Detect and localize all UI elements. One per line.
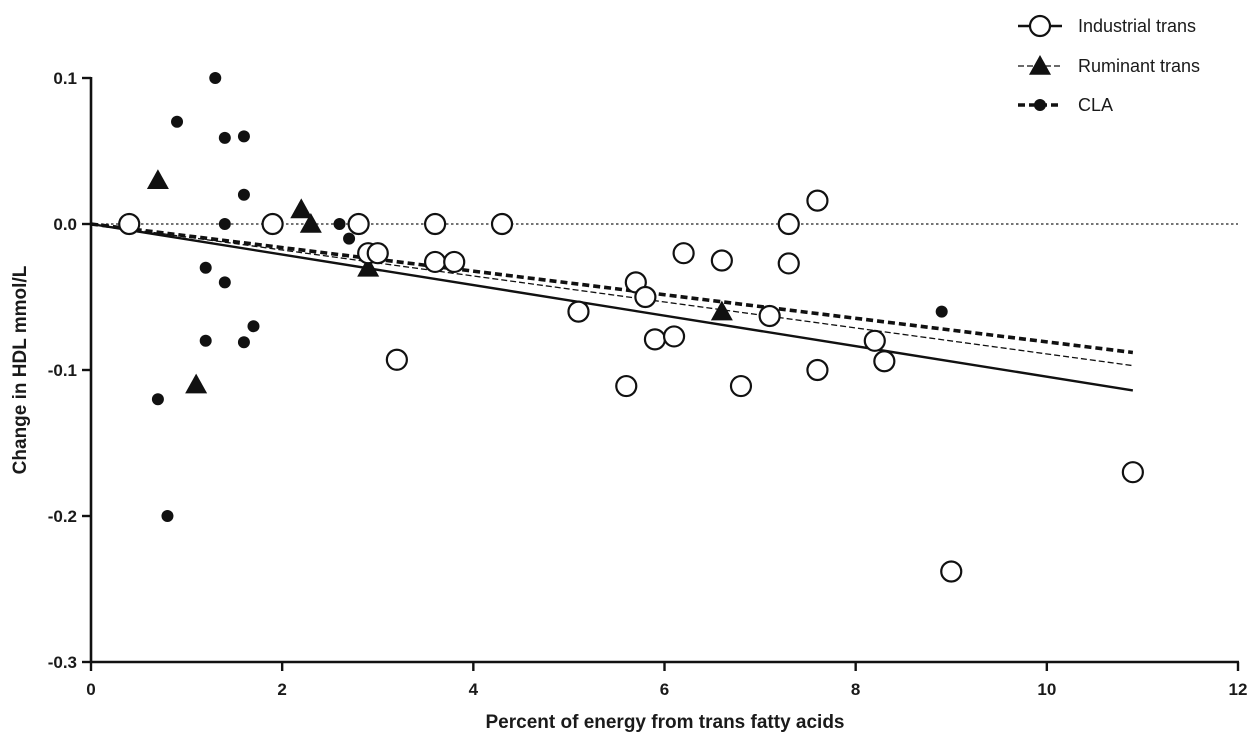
x-tick-label: 4 bbox=[469, 680, 479, 699]
ruminant-trans-point bbox=[299, 213, 322, 233]
legend: Industrial trans Ruminant trans CLA bbox=[1018, 14, 1200, 115]
industrial-trans-point bbox=[366, 242, 389, 265]
legend-ruminant-trans-marker bbox=[1029, 55, 1051, 75]
cla-point bbox=[237, 188, 250, 201]
x-tick-label: 12 bbox=[1229, 680, 1248, 699]
cla-regression-line bbox=[90, 222, 1134, 355]
cla-point bbox=[218, 131, 231, 144]
ruminant-trans-point bbox=[357, 256, 380, 277]
ruminant-trans-point bbox=[185, 373, 208, 394]
x-tick-label: 0 bbox=[86, 680, 95, 699]
industrial-trans-point bbox=[490, 212, 514, 236]
industrial-trans-point bbox=[261, 212, 284, 236]
industrial-trans-point bbox=[385, 348, 408, 371]
y-axis-title: Change in HDL mmol/L bbox=[10, 265, 31, 474]
industrial-trans-point bbox=[424, 212, 447, 236]
ruminant-trans-point bbox=[290, 198, 313, 219]
x-tick-label: 2 bbox=[277, 680, 286, 699]
industrial-trans-point bbox=[634, 285, 657, 309]
industrial-trans-point bbox=[643, 328, 667, 351]
cla-point bbox=[343, 232, 356, 245]
industrial-trans-point bbox=[729, 374, 753, 398]
industrial-trans-regression-line bbox=[90, 222, 1134, 392]
cla-point bbox=[935, 305, 948, 318]
cla-point bbox=[151, 393, 164, 406]
industrial-trans-point bbox=[806, 189, 829, 212]
cla-point bbox=[209, 72, 222, 84]
industrial-trans-point bbox=[424, 250, 447, 274]
industrial-trans-point bbox=[567, 300, 590, 323]
x-tick-label: 10 bbox=[1037, 680, 1056, 699]
industrial-trans-point bbox=[873, 350, 896, 373]
axes: -0.3 -0.2 -0.1 0.0 0.1 0 2 4 6 8 10 12 bbox=[48, 69, 1248, 699]
ruminant-trans-regression-line bbox=[90, 223, 1133, 367]
cla-point bbox=[218, 276, 231, 289]
industrial-trans-point bbox=[710, 249, 733, 272]
x-axis-title: Percent of energy from trans fatty acids bbox=[486, 712, 845, 733]
x-tick-label: 6 bbox=[660, 680, 669, 699]
y-tick-label: -0.1 bbox=[48, 361, 77, 380]
legend-cla-label: CLA bbox=[1078, 95, 1113, 115]
industrial-trans-point bbox=[443, 250, 466, 274]
industrial-trans-point bbox=[1121, 461, 1144, 484]
cla-point bbox=[237, 130, 250, 143]
cla-point bbox=[218, 218, 231, 230]
cla-point bbox=[247, 320, 260, 333]
y-tick-label: 0.0 bbox=[53, 215, 77, 234]
cla-point bbox=[171, 115, 184, 128]
data-points bbox=[118, 72, 1144, 583]
ruminant-trans-point bbox=[710, 300, 733, 321]
cla-point bbox=[199, 261, 212, 274]
industrial-trans-point bbox=[347, 212, 370, 236]
ruminant-trans-point bbox=[146, 169, 169, 189]
cla-point bbox=[199, 334, 212, 347]
industrial-trans-point bbox=[118, 212, 141, 236]
industrial-trans-point bbox=[806, 358, 829, 382]
legend-cla-marker bbox=[1034, 99, 1046, 111]
industrial-trans-point bbox=[672, 242, 695, 265]
cla-point bbox=[333, 218, 346, 230]
cla-point bbox=[237, 336, 250, 349]
y-tick-label: 0.1 bbox=[53, 69, 77, 88]
industrial-trans-point bbox=[662, 325, 686, 348]
y-tick-label: -0.2 bbox=[48, 507, 77, 526]
industrial-trans-point bbox=[777, 212, 800, 236]
industrial-trans-point bbox=[758, 304, 781, 328]
x-tick-label: 8 bbox=[851, 680, 860, 699]
legend-ruminant-trans-label: Ruminant trans bbox=[1078, 56, 1200, 76]
industrial-trans-point bbox=[615, 374, 638, 398]
legend-industrial-trans-marker bbox=[1028, 14, 1052, 38]
y-tick-label: -0.3 bbox=[48, 653, 77, 672]
industrial-trans-point bbox=[940, 560, 963, 583]
regression-lines bbox=[90, 222, 1134, 392]
industrial-trans-point bbox=[777, 252, 800, 275]
legend-industrial-trans-label: Industrial trans bbox=[1078, 16, 1196, 36]
cla-point bbox=[161, 510, 174, 522]
industrial-trans-point bbox=[863, 329, 886, 352]
